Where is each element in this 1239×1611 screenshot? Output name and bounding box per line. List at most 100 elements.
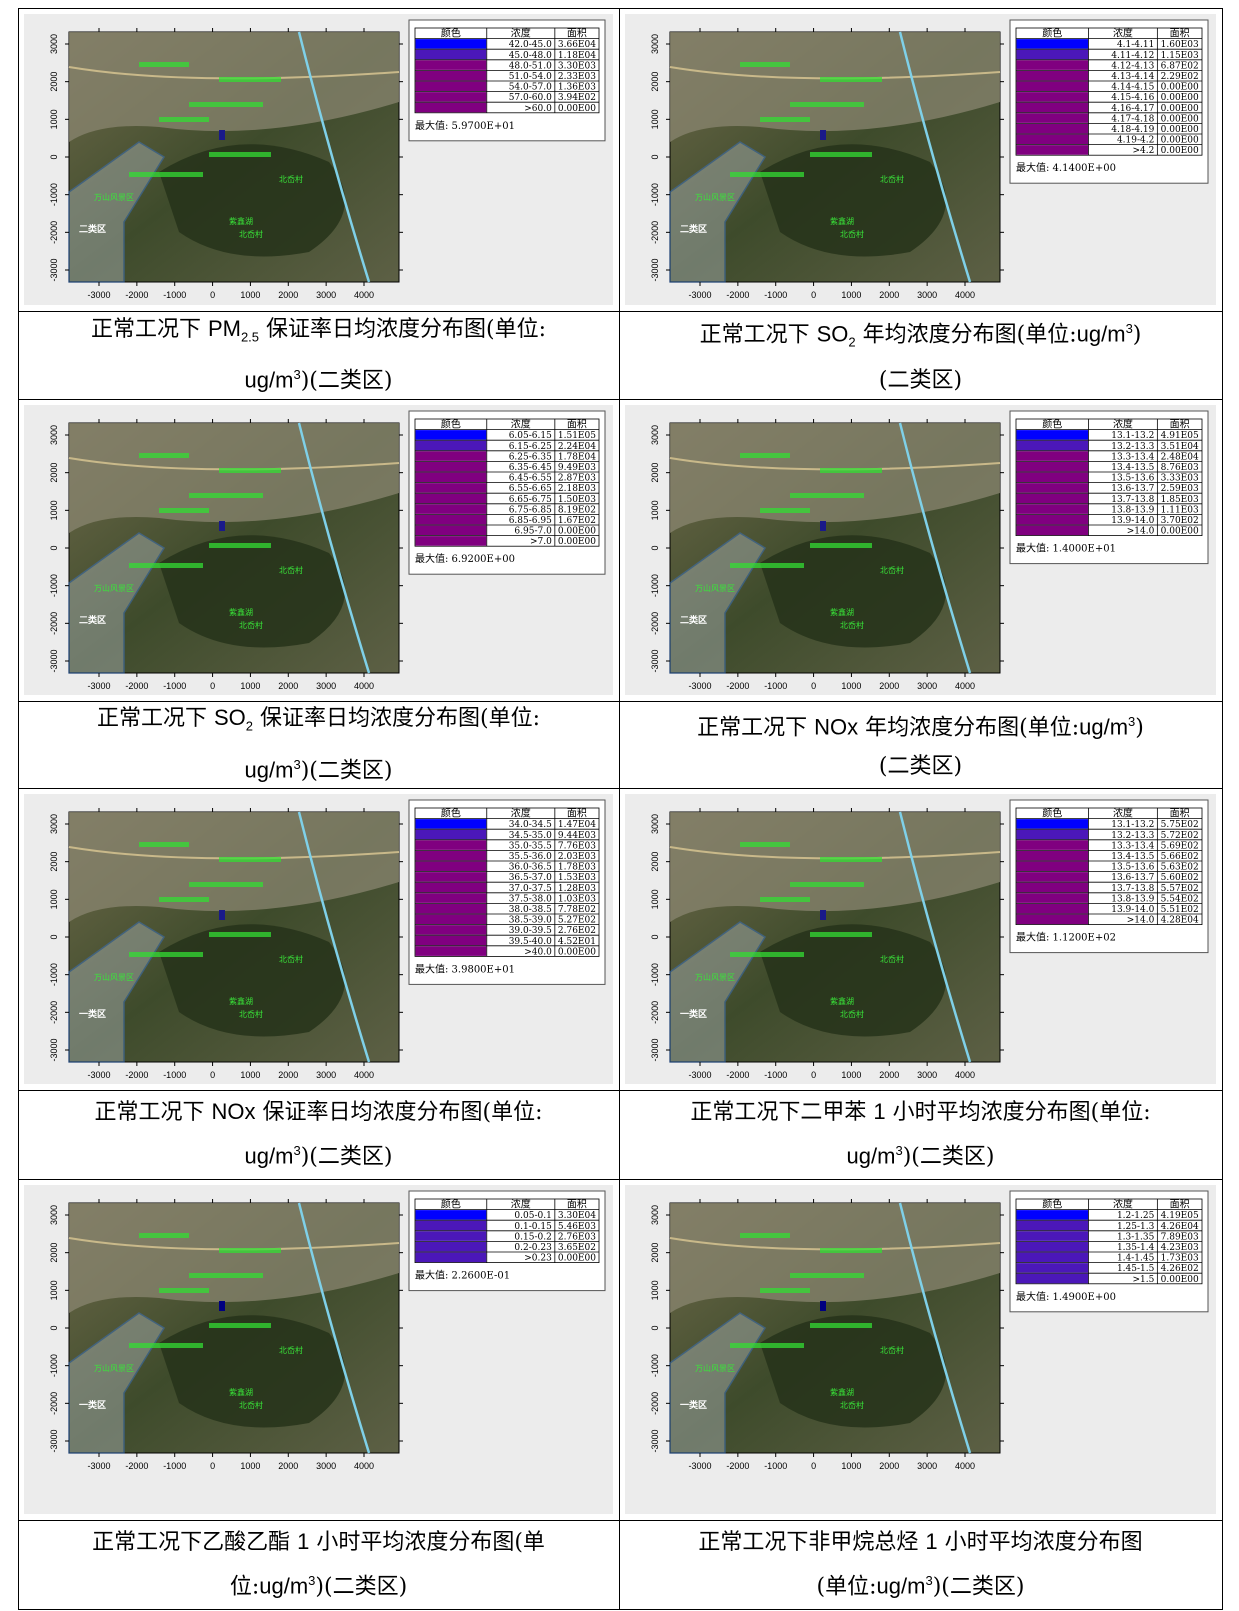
legend-range: 57.0-60.0 (509, 93, 552, 103)
x-tick-label: -3000 (688, 681, 711, 691)
road (68, 846, 400, 860)
legend-header: 面积 (1170, 808, 1190, 820)
legend-area: 5.27E02 (558, 916, 596, 926)
x-tick-label: 3000 (316, 290, 336, 300)
place-label: 北岙村 (880, 954, 904, 964)
legend-swatch (415, 92, 487, 102)
place-label: 紫鑫湖 (229, 607, 253, 617)
legend-area: 1.78E03 (558, 863, 596, 873)
x-tick-label: -1000 (163, 681, 186, 691)
x-tick-label: 4000 (955, 1070, 975, 1080)
legend-range: >1.5 (1133, 1275, 1155, 1285)
caption-line-1: 正常工况下 NOx 年均浓度分布图(单位:ug/m3) (697, 714, 1144, 741)
legend-swatch (415, 1252, 487, 1263)
legend-area: 7.76E03 (558, 841, 596, 851)
legend-area: 1.53E03 (558, 873, 596, 883)
x-tick-label: 1000 (841, 290, 861, 300)
legend-area: 2.29E02 (1161, 72, 1199, 82)
concentration-spot (820, 1301, 826, 1311)
legend-area: 7.89E03 (1161, 1232, 1199, 1242)
x-tick-label: 0 (811, 290, 816, 300)
concentration-spot (219, 1301, 225, 1311)
panel-so2-annual: 北岙村 万山风景区 紫鑫湖 北岙村 二类区 -3000 -2000 -1000 0 1000 200… (625, 14, 1216, 305)
x-tick-label: 0 (210, 290, 215, 300)
x-tick-label: 4000 (354, 681, 374, 691)
place-label: 北岙村 (840, 1009, 864, 1019)
map-label-mark (820, 468, 882, 473)
legend-swatch (1016, 1220, 1089, 1231)
x-tick-label: -2000 (726, 681, 749, 691)
y-tick-label: 2000 (49, 463, 59, 483)
zone-label: 二类区 (79, 223, 106, 235)
x-tick-label: 0 (811, 1461, 816, 1471)
river (297, 811, 371, 1063)
x-tick-label: 0 (210, 1070, 215, 1080)
map-label-mark (189, 102, 263, 107)
x-tick-label: -2000 (125, 290, 148, 300)
legend-area: 4.91E05 (1161, 431, 1199, 441)
y-tick-label: -3000 (49, 1038, 59, 1061)
legend-range: >14.0 (1127, 916, 1155, 926)
legend-swatch (415, 70, 487, 81)
caption-line-2: 位:ug/m3)(二类区) (229, 1572, 408, 1600)
legend-swatch (415, 1241, 487, 1252)
map-label-mark (219, 468, 281, 473)
legend-swatch (1016, 145, 1089, 155)
legend-range: 35.0-35.5 (509, 841, 552, 851)
y-tick-label: 3000 (650, 34, 660, 54)
map-label-mark (139, 1233, 189, 1238)
legend-area: 1.50E03 (558, 495, 596, 505)
map-label-mark (820, 857, 882, 862)
x-tick-label: 1000 (240, 1070, 260, 1080)
y-tick-label: -3000 (650, 258, 660, 281)
x-tick-label: -1000 (764, 681, 787, 691)
legend-range: 6.85-6.95 (509, 516, 552, 526)
map-label-mark (740, 62, 790, 67)
legend-swatch (415, 81, 487, 92)
x-tick-label: 0 (210, 1461, 215, 1471)
legend-area: 1.78E04 (558, 452, 596, 462)
x-tick-label: -2000 (125, 1461, 148, 1471)
y-tick-label: -1000 (49, 574, 59, 597)
x-tick-label: 1000 (841, 681, 861, 691)
legend-range: 13.8-13.9 (1111, 894, 1154, 904)
legend-area: 2.76E02 (558, 926, 596, 936)
y-tick-label: 1000 (650, 1280, 660, 1300)
legend-table-border (1015, 418, 1203, 536)
x-tick-label: 3000 (917, 681, 937, 691)
x-tick-label: 3000 (917, 1070, 937, 1080)
table-rule (18, 788, 1223, 789)
legend-header: 面积 (567, 808, 587, 820)
legend-area: 0.00E00 (1161, 136, 1199, 146)
legend-header: 颜色 (1042, 27, 1062, 40)
x-tick-label: -3000 (688, 1461, 711, 1471)
legend-range: 6.75-6.85 (509, 505, 552, 515)
legend-swatch (1016, 39, 1089, 49)
legend-area: 5.60E02 (1161, 873, 1199, 883)
y-tick-label: 0 (650, 934, 660, 939)
legend-range: 6.95-7.0 (514, 527, 552, 537)
legend-range: 4.17-4.18 (1111, 114, 1154, 124)
y-tick-label: 2000 (650, 852, 660, 872)
legend-range: 36.0-36.5 (509, 863, 552, 873)
legend-range: 48.0-51.0 (509, 61, 552, 71)
table-rule (18, 311, 1223, 312)
place-label: 北岙村 (239, 229, 263, 239)
legend-swatch (1016, 70, 1089, 81)
y-tick-label: 2000 (650, 1243, 660, 1263)
legend-range: 13.3-13.4 (1111, 452, 1154, 462)
map-label-mark (139, 842, 189, 847)
legend-area: 1.28E03 (558, 884, 596, 894)
x-tick-label: 4000 (354, 1461, 374, 1471)
legend-area: 4.26E02 (1161, 1264, 1199, 1274)
road (669, 66, 1001, 80)
map-label-mark (760, 1288, 810, 1293)
map-label-mark (730, 172, 804, 177)
river (898, 31, 972, 283)
map-label-mark (209, 932, 271, 937)
legend-range: 45.0-48.0 (509, 51, 552, 61)
legend-swatch (1016, 113, 1089, 123)
urban-area (670, 812, 1000, 922)
